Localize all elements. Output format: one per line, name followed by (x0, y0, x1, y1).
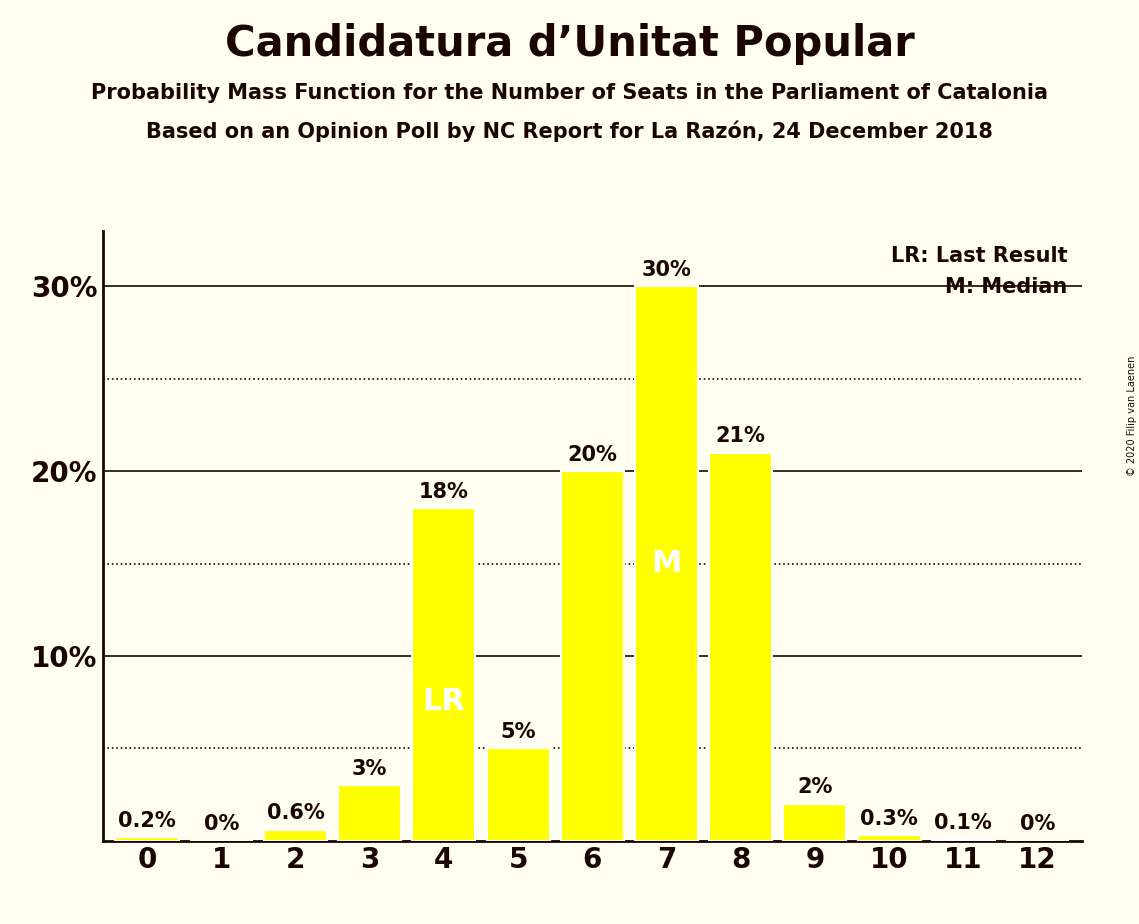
Text: LR: Last Result: LR: Last Result (891, 246, 1067, 266)
Text: 0.2%: 0.2% (118, 810, 175, 831)
Bar (932, 839, 994, 841)
Text: 0.1%: 0.1% (934, 812, 992, 833)
Text: 30%: 30% (641, 260, 691, 280)
Text: LR: LR (423, 687, 466, 715)
Bar (486, 748, 550, 841)
Text: Probability Mass Function for the Number of Seats in the Parliament of Catalonia: Probability Mass Function for the Number… (91, 83, 1048, 103)
Text: M: M (652, 549, 681, 578)
Bar (560, 471, 624, 841)
Text: 0.6%: 0.6% (267, 803, 325, 823)
Text: 21%: 21% (715, 426, 765, 446)
Text: Based on an Opinion Poll by NC Report for La Razón, 24 December 2018: Based on an Opinion Poll by NC Report fo… (146, 120, 993, 141)
Bar (634, 286, 698, 841)
Text: 20%: 20% (567, 444, 617, 465)
Text: M: Median: M: Median (945, 277, 1067, 297)
Bar (710, 453, 772, 841)
Text: 0%: 0% (1019, 814, 1055, 834)
Text: 5%: 5% (500, 722, 535, 742)
Bar (412, 508, 475, 841)
Text: 3%: 3% (352, 759, 387, 779)
Text: © 2020 Filip van Laenen: © 2020 Filip van Laenen (1126, 356, 1137, 476)
Text: 2%: 2% (797, 777, 833, 797)
Bar (264, 830, 327, 841)
Bar (784, 804, 846, 841)
Bar (338, 785, 401, 841)
Bar (858, 835, 920, 841)
Bar (115, 837, 179, 841)
Text: 0%: 0% (204, 814, 239, 834)
Text: 18%: 18% (419, 481, 469, 502)
Text: Candidatura d’Unitat Popular: Candidatura d’Unitat Popular (224, 23, 915, 65)
Text: 0.3%: 0.3% (860, 808, 918, 829)
